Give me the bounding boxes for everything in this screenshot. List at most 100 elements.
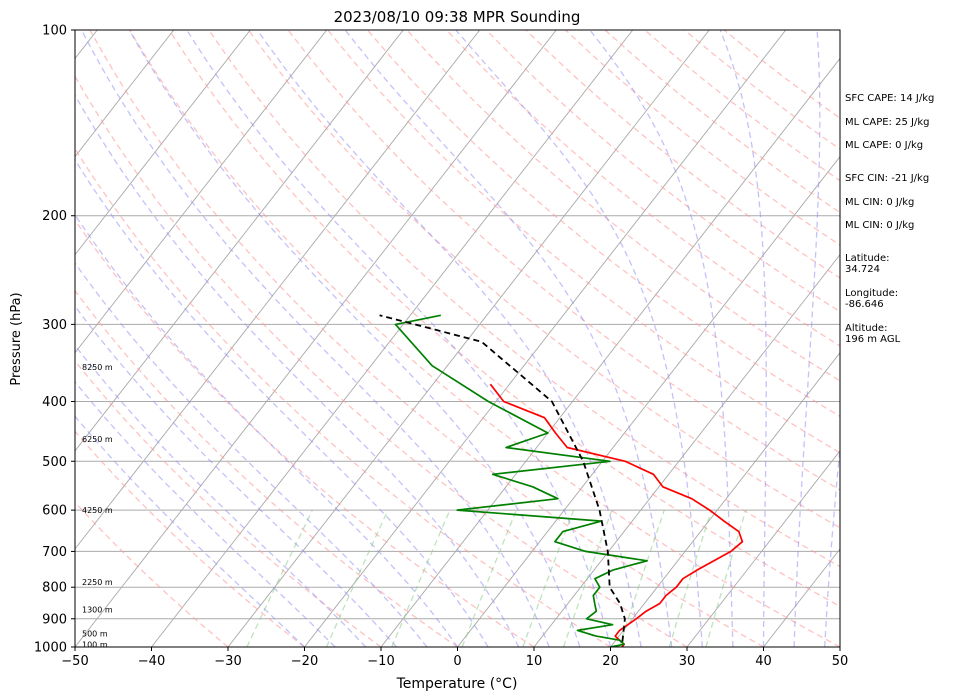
mixing-ratio-line [522,509,575,647]
isotherm-line [75,30,404,452]
ml-cape-text-2: ML CAPE: 0 J/kg [845,140,924,151]
dry-adiabat-line [75,74,688,647]
latitude-value: 34.724 [845,264,880,275]
x-tick-label: −10 [367,654,394,669]
moist-adiabat-line [75,213,459,647]
x-axis-ticks: −50 −40 −30 −20 −10 0 10 20 30 40 50 [61,647,848,669]
dry-adiabat-line [75,289,458,647]
moist-adiabat-line [344,30,673,647]
isotherm-line [75,30,175,158]
moist-adiabat-line [75,380,336,647]
chart-title: 2023/08/10 09:38 MPR Sounding [334,8,581,26]
altitude-label: Altitude: [845,323,888,334]
y-axis-label: Pressure (hPa) [9,292,24,385]
mixing-ratio-line [391,509,451,647]
y-tick-label: 100 [42,24,67,39]
height-label: 4250 m [82,506,113,515]
height-label: 8250 m [82,363,113,372]
mixing-ratio-line [705,509,747,647]
y-tick-label: 200 [42,209,67,224]
moist-adiabat-line [75,415,305,647]
mixing-ratio-line [618,509,665,647]
isotherm-line [686,450,840,647]
y-tick-label: 1000 [34,641,67,656]
dry-adiabat-line [327,30,840,454]
isotherm-line [75,30,328,354]
moist-adiabat-line [128,30,581,647]
mixing-ratio-line [668,509,713,647]
moist-adiabat-line [75,262,428,647]
dry-adiabat-line [75,430,305,647]
x-tick-label: −50 [61,654,88,669]
isotherm-line [533,253,840,647]
y-tick-label: 400 [42,395,67,410]
height-label: 1300 m [82,606,113,615]
isotherm-line [380,57,840,647]
ml-cape-text: ML CAPE: 25 J/kg [845,117,930,128]
moist-adiabat-line [75,344,367,647]
isotherm-line [151,30,634,647]
y-tick-label: 700 [42,545,67,560]
y-tick-label: 800 [42,581,67,596]
isotherm-line [75,30,251,256]
dry-adiabat-line [89,30,764,647]
dry-adiabat-line [247,30,840,529]
mixing-ratio-line [246,509,313,647]
dry-adiabat-line [168,30,840,608]
height-labels: 8250 m 6250 m 4250 m 2250 m 1300 m 500 m 100 m [82,363,113,649]
y-tick-label: 500 [42,455,67,470]
x-tick-label: −30 [214,654,241,669]
isotherm-line [75,30,481,550]
moist-adiabat-line [75,93,520,647]
dry-adiabat-line [75,218,535,647]
moist-adiabat-line [256,30,642,647]
dry-adiabat-line [287,30,840,491]
dry-adiabat-line [75,147,611,647]
longitude-label: Longitude: [845,288,899,299]
x-tick-label: 20 [602,654,619,669]
longitude-value: -86.646 [845,299,884,310]
x-tick-label: 40 [755,654,772,669]
altitude-value: 196 m AGL [845,334,901,345]
x-tick-label: −40 [138,654,165,669]
x-tick-label: −20 [291,654,318,669]
height-label: 500 m [82,629,108,638]
sfc-cin-text: SFC CIN: -21 J/kg [845,173,930,184]
height-label: 6250 m [82,435,113,444]
mixing-ratio-line [562,509,613,647]
dry-adiabat-line [129,30,840,647]
moist-adiabat-line [186,30,612,647]
ml-cin-text-2: ML CIN: 0 J/kg [845,220,915,231]
moist-adiabat-line [793,30,821,647]
latitude-label: Latitude: [845,253,890,264]
moist-adiabat-line [455,30,703,647]
dry-adiabat-line [446,30,840,347]
height-label: 2250 m [82,578,113,587]
temperature-profile-line [489,383,744,647]
height-label: 100 m [82,640,108,649]
x-tick-label: 10 [526,654,543,669]
y-tick-label: 300 [42,318,67,333]
parcel-path-line [379,314,626,642]
x-tick-label: 50 [832,654,849,669]
x-axis-label: Temperature (°C) [396,676,518,692]
y-tick-label: 900 [42,612,67,627]
dewpoint-profile-line [394,314,648,647]
moist-adiabat-line [75,158,489,647]
isotherm-line [304,30,787,647]
isotherm-line [75,30,557,647]
data-lines [379,314,744,647]
dry-adiabat-line [525,30,840,279]
background-lines [75,30,840,647]
dry-adiabat-line [75,501,229,647]
moist-adiabat-line [824,442,840,647]
moist-adiabat-line [589,30,734,647]
dry-adiabat-line [208,30,840,568]
y-axis-ticks: 100 200 300 400 500 600 700 800 900 1000 [34,24,75,656]
mixing-ratio-line [325,509,389,647]
ml-cin-text: ML CIN: 0 J/kg [845,197,915,208]
y-tick-label: 600 [42,504,67,519]
isotherm-line [610,352,840,647]
x-tick-label: 0 [453,654,461,669]
